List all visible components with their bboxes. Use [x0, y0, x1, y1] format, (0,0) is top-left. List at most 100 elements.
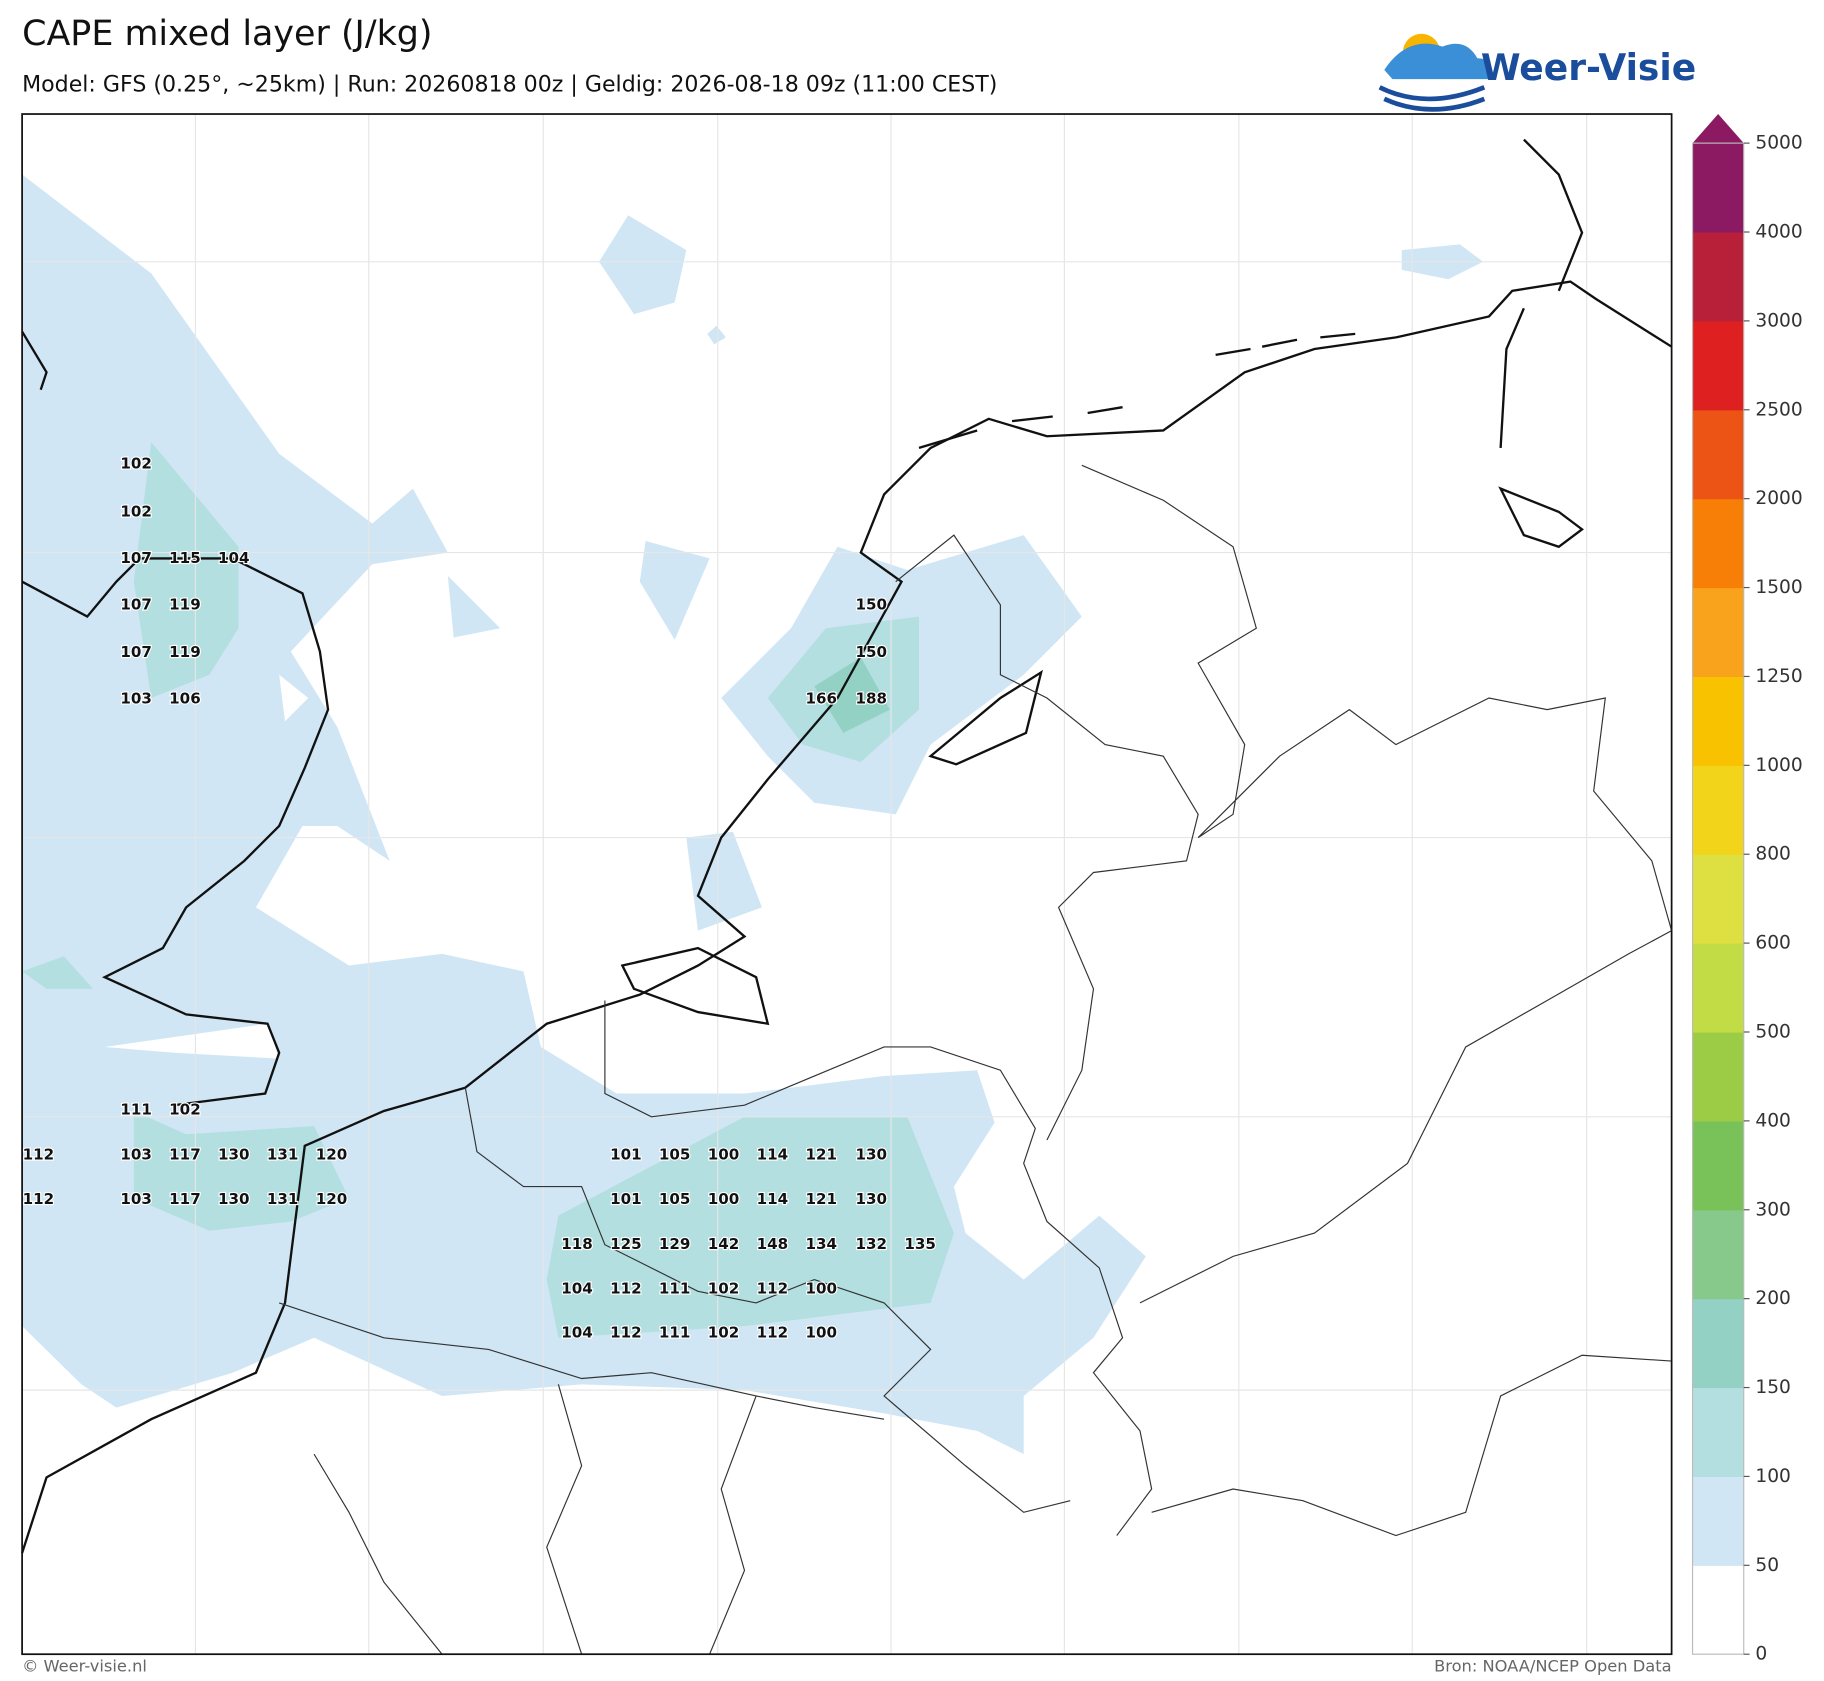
colorbar-tick-label: 2500 [1755, 399, 1802, 420]
colorbar-tick-label: 5000 [1755, 133, 1802, 154]
cape-100-area [22, 442, 954, 1338]
colorbar-tick-label: 1500 [1755, 577, 1802, 598]
colorbar-tick-label: 600 [1755, 933, 1791, 954]
value-label: 102 [708, 1324, 740, 1342]
value-label: 102 [120, 502, 152, 520]
value-label: 100 [805, 1279, 837, 1297]
value-label: 114 [757, 1190, 789, 1208]
colorbar-segment [1692, 1565, 1744, 1655]
value-label: 107 [120, 595, 152, 613]
value-label: 112 [610, 1279, 642, 1297]
colorbar: 0 50 100 150 200 300 400 500 600 800 1000 1250 1500 2… [1691, 114, 1803, 1665]
value-label: 105 [659, 1146, 691, 1164]
value-label: 112 [23, 1190, 55, 1208]
colorbar-segment [1692, 854, 1744, 944]
value-label: 121 [805, 1190, 837, 1208]
value-label: 131 [267, 1190, 299, 1208]
colorbar-frame [1691, 142, 1745, 1655]
value-label: 112 [23, 1146, 55, 1164]
logo-text: Weer-Visie [1481, 47, 1696, 89]
value-label: 107 [120, 549, 152, 567]
colorbar-segment [1692, 587, 1744, 678]
colorbar-segment [1692, 409, 1744, 500]
value-label: 112 [610, 1324, 642, 1342]
value-label: 100 [708, 1146, 740, 1164]
value-label: 134 [805, 1235, 837, 1253]
value-label: 104 [218, 549, 250, 567]
colorbar-segment [1692, 1120, 1744, 1211]
value-label: 148 [757, 1235, 789, 1253]
value-label: 130 [856, 1146, 888, 1164]
colorbar-segment [1692, 943, 1744, 1033]
subtitle: Model: GFS (0.25°, ~25km) | Run: 2026081… [22, 71, 997, 97]
value-label: 104 [561, 1324, 593, 1342]
colorbar-tick-label: 800 [1755, 844, 1791, 865]
value-label: 100 [805, 1324, 837, 1342]
colorbar-tick-label: 100 [1755, 1466, 1791, 1487]
colorbar-tick-label: 300 [1755, 1199, 1791, 1220]
value-label: 117 [169, 1190, 201, 1208]
colorbar-segment [1692, 1031, 1744, 1122]
value-label: 135 [904, 1235, 936, 1253]
value-label: 112 [757, 1279, 789, 1297]
colorbar-tick-label: 3000 [1755, 310, 1802, 331]
value-label: 104 [561, 1279, 593, 1297]
map-area: 102 102 107 115 104 107 119 107 119 103 106 150 150 1… [20, 113, 1673, 1656]
value-label: 111 [659, 1279, 691, 1297]
value-label: 120 [316, 1190, 348, 1208]
value-label: 112 [757, 1324, 789, 1342]
colorbar-segment [1692, 1476, 1744, 1566]
value-label: 111 [120, 1100, 152, 1118]
value-label: 118 [561, 1235, 593, 1253]
value-label: 107 [120, 643, 152, 661]
value-label: 132 [856, 1235, 888, 1253]
value-label: 125 [610, 1235, 642, 1253]
colorbar-segment [1692, 498, 1744, 589]
value-label: 101 [610, 1190, 642, 1208]
colorbar-segment [1692, 320, 1744, 411]
value-label: 103 [120, 1190, 152, 1208]
value-label: 121 [805, 1146, 837, 1164]
value-label: 150 [856, 643, 888, 661]
title: CAPE mixed layer (J/kg) [22, 14, 432, 54]
value-label: 130 [218, 1190, 250, 1208]
value-label: 188 [856, 690, 888, 708]
footer-left: © Weer-visie.nl [22, 1657, 147, 1676]
value-label: 117 [169, 1146, 201, 1164]
value-label: 115 [169, 549, 201, 567]
value-label: 105 [659, 1190, 691, 1208]
value-label: 150 [856, 595, 888, 613]
value-label: 142 [708, 1235, 740, 1253]
value-label: 103 [120, 690, 152, 708]
cape-150-area [814, 657, 890, 733]
colorbar-extension [1692, 114, 1744, 144]
colorbar-tick-label: 1250 [1755, 666, 1802, 687]
colorbar-tick-label: 50 [1755, 1555, 1779, 1576]
value-label: 119 [169, 595, 201, 613]
value-label: 100 [708, 1190, 740, 1208]
logo: Weer-Visie [1378, 33, 1696, 112]
colorbar-segment [1692, 1298, 1744, 1389]
colorbar-segment [1692, 765, 1744, 855]
colorbar-tick-label: 400 [1755, 1110, 1791, 1131]
colorbar-tick-label: 0 [1755, 1644, 1767, 1665]
colorbar-tick-label: 4000 [1755, 222, 1802, 243]
colorbar-tick-label: 1000 [1755, 755, 1802, 776]
colorbar-segment [1692, 1209, 1744, 1300]
value-label: 129 [659, 1235, 691, 1253]
value-label: 114 [757, 1146, 789, 1164]
value-label: 102 [708, 1279, 740, 1297]
value-label: 111 [659, 1324, 691, 1342]
colorbar-tick-label: 2000 [1755, 488, 1802, 509]
value-label: 106 [169, 690, 201, 708]
footer-right: Bron: NOAA/NCEP Open Data [1434, 1657, 1672, 1676]
value-label: 119 [169, 643, 201, 661]
value-label: 101 [610, 1146, 642, 1164]
colorbar-segment [1692, 232, 1744, 322]
value-label: 102 [120, 455, 152, 473]
value-label: 166 [805, 690, 837, 708]
value-label: 130 [218, 1146, 250, 1164]
value-label: 130 [856, 1190, 888, 1208]
colorbar-tick-label: 200 [1755, 1288, 1791, 1309]
